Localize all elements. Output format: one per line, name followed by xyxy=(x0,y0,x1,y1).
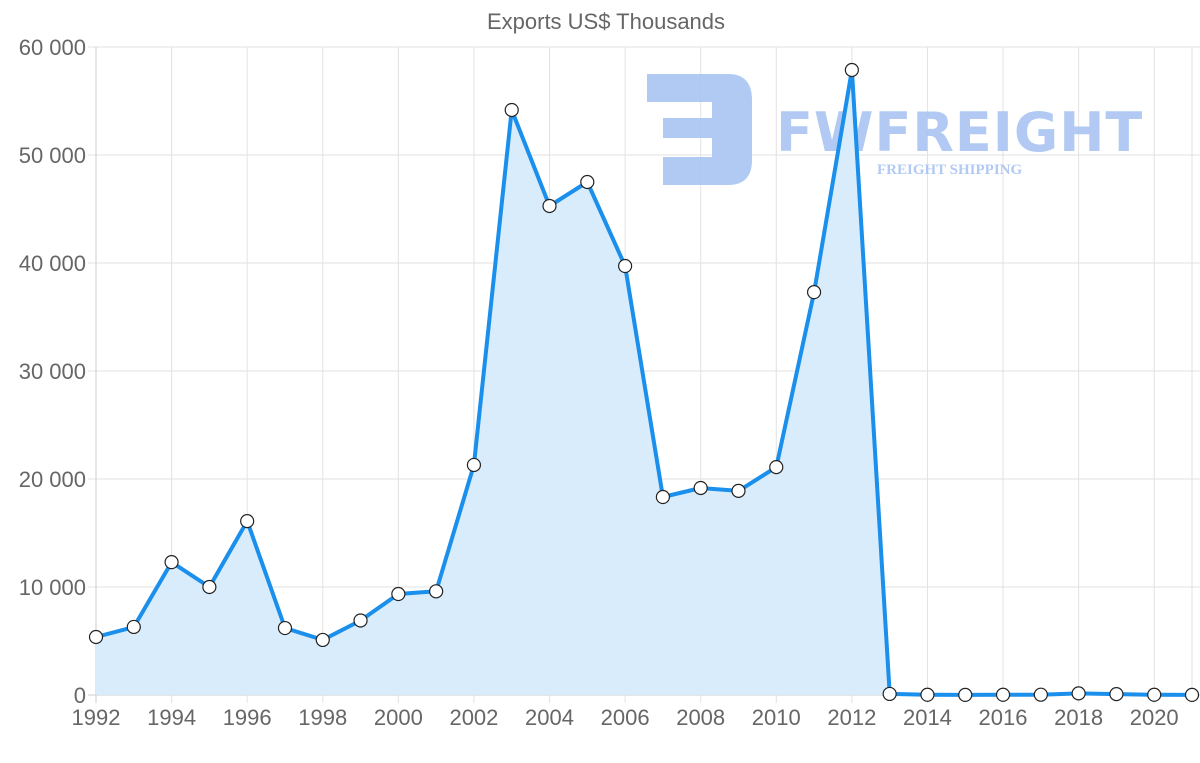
x-tick-label: 2008 xyxy=(676,705,725,730)
data-point-2003[interactable] xyxy=(504,102,519,118)
data-point-1999[interactable] xyxy=(353,613,368,628)
data-point-2004[interactable] xyxy=(542,198,557,214)
x-tick-label: 2016 xyxy=(979,705,1028,730)
data-point-2019[interactable] xyxy=(1109,687,1124,702)
y-tick-label: 10 000 xyxy=(19,575,86,600)
data-point-2006[interactable] xyxy=(618,258,633,274)
fwfreight-watermark: FWFREIGHT FREIGHT SHIPPING xyxy=(647,74,1143,185)
data-point-1992[interactable] xyxy=(88,629,104,645)
data-point-2015[interactable] xyxy=(958,687,973,702)
x-tick-label: 1992 xyxy=(72,705,121,730)
y-tick-label: 0 xyxy=(74,683,86,708)
data-point-2005[interactable] xyxy=(580,174,595,190)
data-point-2018[interactable] xyxy=(1071,686,1086,701)
x-tick-label: 1996 xyxy=(223,705,272,730)
watermark-brand: FWFREIGHT xyxy=(776,101,1143,164)
x-tick-label: 2020 xyxy=(1130,705,1179,730)
data-point-1997[interactable] xyxy=(277,620,293,636)
chart-title: Exports US$ Thousands xyxy=(487,9,725,34)
data-point-1993[interactable] xyxy=(126,619,141,635)
data-point-2017[interactable] xyxy=(1033,687,1048,702)
y-tick-label: 60 000 xyxy=(19,35,86,60)
data-point-2021[interactable] xyxy=(1184,687,1200,702)
data-point-1998[interactable] xyxy=(315,632,330,648)
data-point-2014[interactable] xyxy=(920,687,935,702)
x-tick-label: 2018 xyxy=(1054,705,1103,730)
x-axis-ticks: 1992 1994 1996 1998 2000 2002 2004 2006 2008 2010… xyxy=(72,705,1179,730)
y-axis-ticks: 0 10 000 20 000 30 000 40 000 50 000 60 000 xyxy=(19,35,86,708)
data-point-2010[interactable] xyxy=(769,460,784,475)
x-tick-label: 2014 xyxy=(903,705,952,730)
fwfreight-logo-icon xyxy=(647,74,752,185)
x-tick-label: 1994 xyxy=(147,705,196,730)
data-point-2000[interactable] xyxy=(391,586,406,602)
data-point-2002[interactable] xyxy=(466,457,482,473)
x-tick-label: 1998 xyxy=(298,705,347,730)
data-point-2011[interactable] xyxy=(806,285,822,300)
data-points xyxy=(88,62,1200,702)
x-tick-label: 2004 xyxy=(525,705,574,730)
data-point-2007[interactable] xyxy=(655,489,670,505)
x-tick-label: 2006 xyxy=(601,705,650,730)
data-point-1994[interactable] xyxy=(164,555,179,570)
x-tick-label: 2012 xyxy=(827,705,876,730)
watermark-tagline: FREIGHT SHIPPING xyxy=(877,162,1022,178)
x-tick-label: 2002 xyxy=(449,705,498,730)
x-tick-label: 2000 xyxy=(374,705,423,730)
data-point-1996[interactable] xyxy=(240,514,255,529)
y-tick-label: 40 000 xyxy=(19,251,86,276)
y-tick-label: 30 000 xyxy=(19,359,86,384)
data-point-2008[interactable] xyxy=(693,480,708,496)
data-point-2020[interactable] xyxy=(1147,687,1162,702)
data-point-2001[interactable] xyxy=(429,584,444,599)
data-point-2013[interactable] xyxy=(882,686,897,702)
x-tick-label: 2010 xyxy=(752,705,801,730)
y-tick-label: 20 000 xyxy=(19,467,86,492)
data-point-2016[interactable] xyxy=(995,687,1011,702)
data-point-2012[interactable] xyxy=(844,62,859,78)
data-point-1995[interactable] xyxy=(202,579,217,595)
data-point-2009[interactable] xyxy=(731,483,746,498)
y-tick-label: 50 000 xyxy=(19,143,86,168)
